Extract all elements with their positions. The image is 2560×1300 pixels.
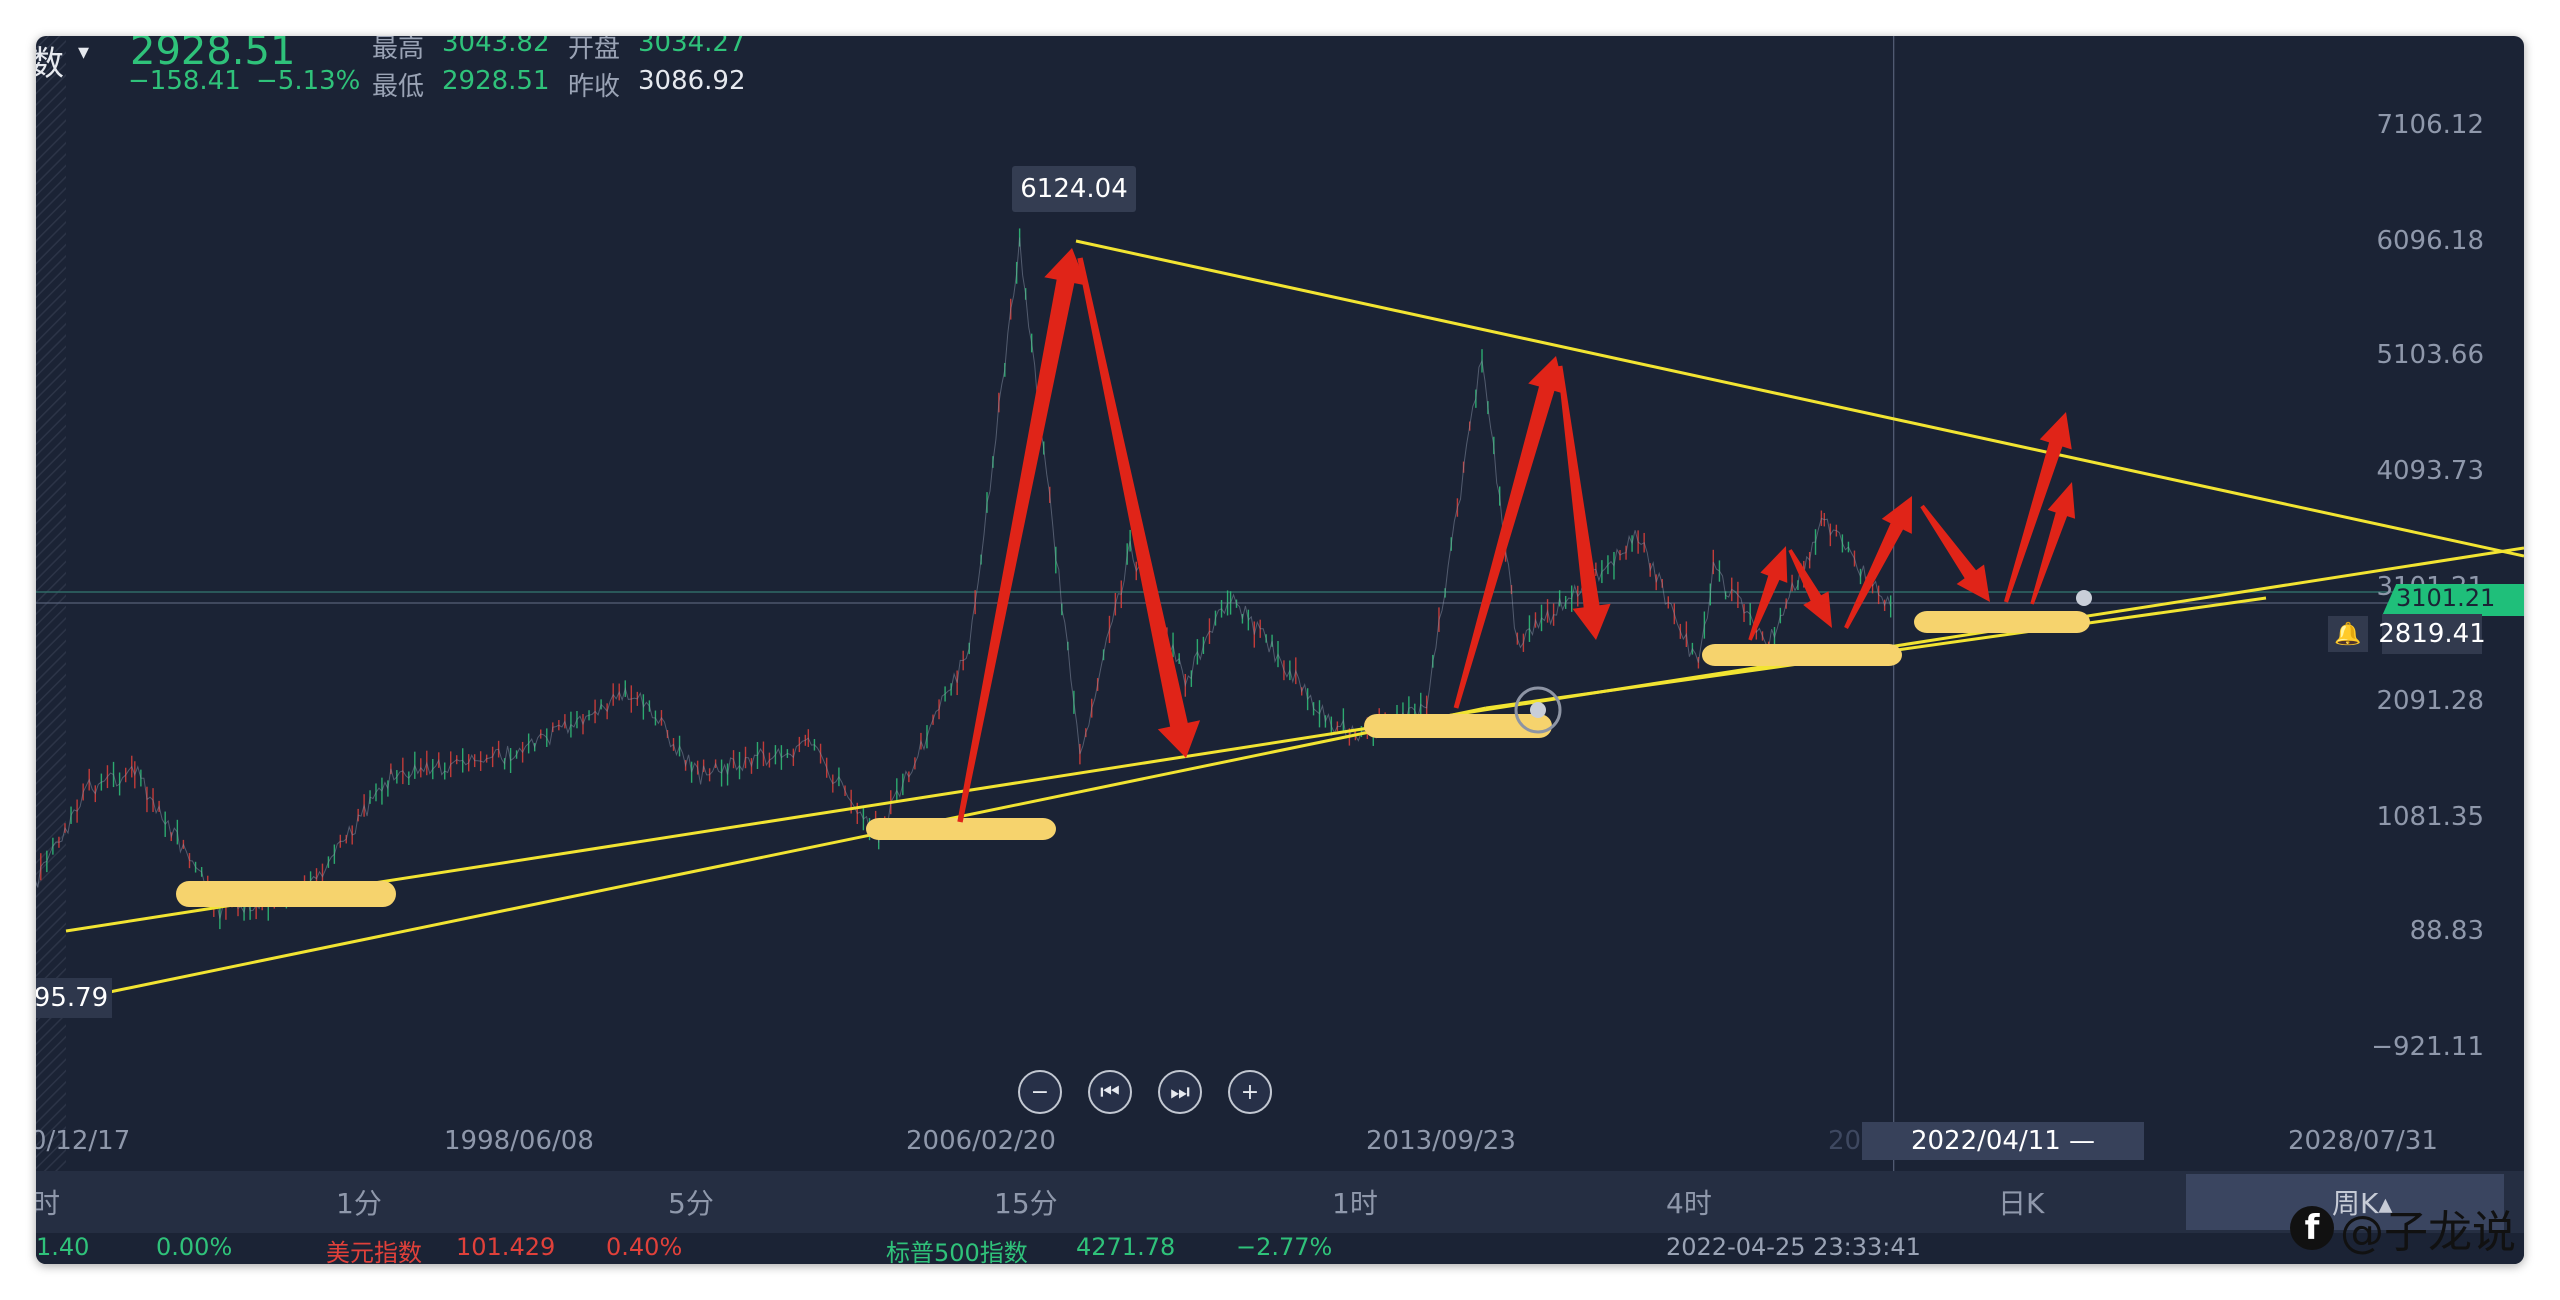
support-highlight bbox=[176, 881, 396, 907]
ticker-item: 标普500指数 bbox=[886, 1239, 1028, 1264]
period-tab[interactable]: 时 bbox=[36, 1187, 61, 1220]
period-bar bbox=[36, 1171, 2524, 1233]
next-button[interactable]: ⏭ bbox=[1158, 1070, 1202, 1114]
facebook-icon: f bbox=[2290, 1206, 2334, 1250]
support-highlight bbox=[866, 818, 1056, 840]
annotation-layer bbox=[65, 239, 2524, 1003]
support-highlight bbox=[1364, 714, 1552, 738]
cursor-marker-dot bbox=[1530, 702, 1546, 718]
price-line-tag: 3101.21 bbox=[2382, 584, 2524, 616]
change-percent: −5.13% bbox=[256, 66, 361, 96]
trend-arrow bbox=[1844, 496, 1912, 629]
x-tick: 2006/02/20 bbox=[906, 1126, 1056, 1156]
caret-up-icon: ▴ bbox=[2378, 1187, 2393, 1220]
period-tab-week[interactable]: 周K▴ bbox=[2332, 1187, 2393, 1220]
high-label: 最高 bbox=[372, 36, 425, 64]
prev-close-value: 3086.92 bbox=[638, 66, 746, 96]
zoom-out-button[interactable]: − bbox=[1018, 1070, 1062, 1114]
trend-line bbox=[1075, 239, 2524, 558]
zoom-in-button[interactable]: + bbox=[1228, 1070, 1272, 1114]
kline-chart-canvas[interactable] bbox=[36, 36, 2524, 1171]
y-tick: 2091.28 bbox=[2376, 686, 2484, 716]
high-value: 3043.82 bbox=[442, 36, 550, 58]
period-tab-1m[interactable]: 1分 bbox=[336, 1187, 382, 1220]
period-tab-15m[interactable]: 15分 bbox=[994, 1187, 1058, 1220]
trend-arrow bbox=[2030, 482, 2076, 605]
trend-arrow bbox=[1788, 549, 1832, 628]
ticker-item: 0.40% bbox=[606, 1233, 683, 1261]
trend-arrow bbox=[1453, 356, 1566, 709]
ticker-item: −2.77% bbox=[1236, 1233, 1333, 1261]
watermark: f @子龙说 bbox=[2290, 1196, 2516, 1260]
prev-close-label: 昨收 bbox=[568, 72, 621, 102]
current-value: 2928.51 bbox=[130, 36, 296, 74]
line-end-handle bbox=[2076, 590, 2092, 606]
trend-arrow bbox=[1557, 365, 1611, 640]
trend-arrow bbox=[1748, 546, 1788, 641]
ticker-item: 2022-04-25 23:33:41 bbox=[1666, 1233, 1921, 1261]
y-tick: 1081.35 bbox=[2376, 802, 2484, 832]
low-value: 2928.51 bbox=[442, 66, 550, 96]
crosshair-date-label: 2022/04/11 — bbox=[1862, 1122, 2144, 1160]
ticker-item: 101.429 bbox=[456, 1233, 556, 1261]
low-label: 最低 bbox=[372, 72, 425, 102]
support-highlight bbox=[1702, 644, 1902, 666]
x-tick: 2028/07/31 bbox=[2288, 1126, 2438, 1156]
index-name-glyph[interactable]: 数 bbox=[36, 44, 64, 84]
period-selected-bg bbox=[2186, 1174, 2504, 1230]
cursor-marker bbox=[1514, 686, 1562, 734]
trend-arrow bbox=[1920, 504, 1990, 602]
trend-line bbox=[65, 706, 1487, 1003]
low-value-label: 95.79 bbox=[36, 978, 112, 1018]
bell-icon[interactable]: 🔔 bbox=[2328, 616, 2368, 652]
price-path bbox=[36, 237, 1892, 919]
y-tick: 4093.73 bbox=[2376, 456, 2484, 486]
period-tab-5m[interactable]: 5分 bbox=[668, 1187, 714, 1220]
change-value: −158.41 bbox=[128, 66, 241, 96]
y-tick: 7106.12 bbox=[2376, 110, 2484, 140]
ticker-item: 美元指数 bbox=[326, 1239, 422, 1264]
x-tick: 2013/09/23 bbox=[1366, 1126, 1516, 1156]
period-tab-4h[interactable]: 4时 bbox=[1666, 1187, 1712, 1220]
period-tab-1h[interactable]: 1时 bbox=[1332, 1187, 1378, 1220]
support-highlight bbox=[1914, 611, 2090, 633]
y-tick: 88.83 bbox=[2409, 916, 2484, 946]
trend-arrow bbox=[2003, 412, 2072, 603]
prev-button[interactable]: ⏮ bbox=[1088, 1070, 1132, 1114]
ticker-item: 0.00% bbox=[156, 1233, 233, 1261]
trend-arrow bbox=[1077, 257, 1201, 758]
watermark-text: @子龙说 bbox=[2340, 1207, 2516, 1258]
current-price-label: 2819.41 bbox=[2378, 614, 2486, 654]
open-label: 开盘 bbox=[568, 36, 621, 64]
y-tick: −921.11 bbox=[2371, 1032, 2484, 1062]
y-tick: 5103.66 bbox=[2376, 340, 2484, 370]
open-value: 3034.27 bbox=[638, 36, 746, 58]
trend-line bbox=[65, 546, 2524, 933]
ticker-item: 1.40 bbox=[36, 1233, 90, 1261]
grid-layer bbox=[36, 36, 2524, 1171]
ticker-strip: 1.40 0.00% 美元指数 101.429 0.40% 标普500指数 42… bbox=[36, 1233, 2524, 1264]
y-tick: 6096.18 bbox=[2376, 226, 2484, 256]
trend-arrow bbox=[957, 248, 1087, 823]
dropdown-caret-icon[interactable]: ▾ bbox=[78, 40, 90, 65]
chart-window: 数 ▾ 2928.51 −158.41 −5.13% 最高 3043.82 开盘… bbox=[36, 36, 2524, 1264]
period-tab-day[interactable]: 日K bbox=[1998, 1187, 2045, 1220]
x-tick: 0/12/17 bbox=[36, 1126, 131, 1156]
ticker-item: 4271.78 bbox=[1076, 1233, 1176, 1261]
peak-value-label: 6124.04 bbox=[1012, 166, 1136, 212]
x-tick: 1998/06/08 bbox=[444, 1126, 594, 1156]
